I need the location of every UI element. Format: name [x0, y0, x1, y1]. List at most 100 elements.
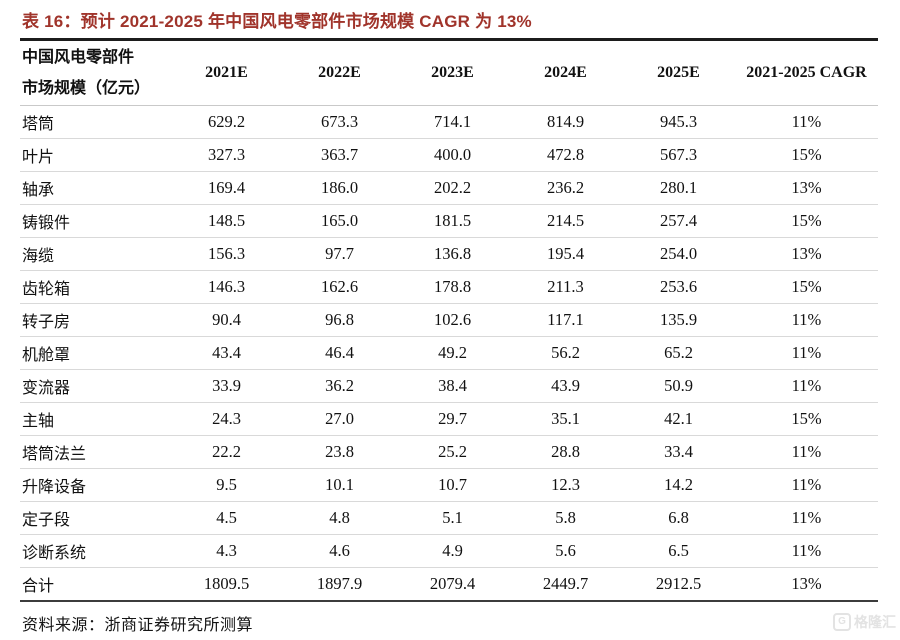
row-label: 变流器: [20, 369, 170, 403]
table-row: 叶片 327.3 363.7 400.0 472.8 567.3 15%: [20, 138, 878, 172]
cell-value: 169.4: [170, 171, 283, 205]
cell-value: 24.3: [170, 402, 283, 436]
column-header: 2022E: [283, 41, 396, 106]
row-label: 轴承: [20, 171, 170, 205]
cell-value: 472.8: [509, 138, 622, 172]
cell-value: 11%: [735, 501, 878, 535]
cell-value: 1897.9: [283, 567, 396, 602]
row-label: 转子房: [20, 303, 170, 337]
cell-value: 4.5: [170, 501, 283, 535]
cell-value: 11%: [735, 435, 878, 469]
cell-value: 257.4: [622, 204, 735, 238]
column-header: 2025E: [622, 41, 735, 106]
column-header: 2021-2025 CAGR: [735, 41, 878, 106]
cell-value: 181.5: [396, 204, 509, 238]
row-label: 海缆: [20, 237, 170, 271]
cell-value: 42.1: [622, 402, 735, 436]
cell-value: 714.1: [396, 105, 509, 139]
cell-value: 90.4: [170, 303, 283, 337]
market-size-table: 中国风电零部件 市场规模（亿元） 2021E 2022E 2023E 2024E 202…: [20, 41, 878, 602]
gelonghui-logo-icon: G: [833, 613, 851, 631]
cell-value: 4.9: [396, 534, 509, 568]
row-label: 机舱罩: [20, 336, 170, 370]
cell-value: 56.2: [509, 336, 622, 370]
cell-value: 23.8: [283, 435, 396, 469]
cell-value: 43.9: [509, 369, 622, 403]
cell-value: 5.1: [396, 501, 509, 535]
table-body: 塔筒 629.2 673.3 714.1 814.9 945.3 11% 叶片 327.3 363…: [20, 105, 878, 602]
cell-value: 36.2: [283, 369, 396, 403]
cell-value: 15%: [735, 270, 878, 304]
table-row: 铸锻件 148.5 165.0 181.5 214.5 257.4 15%: [20, 204, 878, 238]
cell-value: 11%: [735, 534, 878, 568]
cell-value: 38.4: [396, 369, 509, 403]
table-row: 机舱罩 43.4 46.4 49.2 56.2 65.2 11%: [20, 336, 878, 370]
cell-value: 186.0: [283, 171, 396, 205]
table-row: 齿轮箱 146.3 162.6 178.8 211.3 253.6 15%: [20, 270, 878, 304]
cell-value: 43.4: [170, 336, 283, 370]
cell-value: 945.3: [622, 105, 735, 139]
cell-value: 49.2: [396, 336, 509, 370]
cell-value: 97.7: [283, 237, 396, 271]
table-row: 海缆 156.3 97.7 136.8 195.4 254.0 13%: [20, 237, 878, 271]
gelonghui-watermark: G 格隆汇: [833, 612, 896, 632]
cell-value: 673.3: [283, 105, 396, 139]
cell-value: 11%: [735, 303, 878, 337]
column-header: 2024E: [509, 41, 622, 106]
cell-value: 165.0: [283, 204, 396, 238]
table-row: 定子段 4.5 4.8 5.1 5.8 6.8 11%: [20, 501, 878, 535]
cell-value: 11%: [735, 105, 878, 139]
cell-value: 280.1: [622, 171, 735, 205]
cell-value: 327.3: [170, 138, 283, 172]
cell-value: 33.9: [170, 369, 283, 403]
cell-value: 146.3: [170, 270, 283, 304]
cell-value: 46.4: [283, 336, 396, 370]
cell-value: 12.3: [509, 468, 622, 502]
table-row: 塔筒法兰 22.2 23.8 25.2 28.8 33.4 11%: [20, 435, 878, 469]
cell-value: 400.0: [396, 138, 509, 172]
cell-value: 195.4: [509, 237, 622, 271]
row-label: 叶片: [20, 138, 170, 172]
cell-value: 178.8: [396, 270, 509, 304]
cell-value: 102.6: [396, 303, 509, 337]
cell-value: 15%: [735, 138, 878, 172]
cell-value: 13%: [735, 237, 878, 271]
cell-value: 814.9: [509, 105, 622, 139]
cell-value: 253.6: [622, 270, 735, 304]
cell-value: 2079.4: [396, 567, 509, 602]
cell-value: 5.6: [509, 534, 622, 568]
cell-value: 33.4: [622, 435, 735, 469]
table-row: 轴承 169.4 186.0 202.2 236.2 280.1 13%: [20, 171, 878, 205]
cell-value: 363.7: [283, 138, 396, 172]
title-divider-rule: [20, 38, 878, 41]
column-header: 2023E: [396, 41, 509, 106]
cell-value: 50.9: [622, 369, 735, 403]
cell-value: 27.0: [283, 402, 396, 436]
source-note: 资料来源：浙商证券研究所测算: [22, 617, 254, 634]
cell-value: 148.5: [170, 204, 283, 238]
table-row: 诊断系统 4.3 4.6 4.9 5.6 6.5 11%: [20, 534, 878, 568]
row-label: 齿轮箱: [20, 270, 170, 304]
header-label-line1: 中国风电零部件: [22, 48, 135, 66]
cell-value: 136.8: [396, 237, 509, 271]
gelonghui-watermark-text: 格隆汇: [854, 614, 896, 630]
cell-value: 2449.7: [509, 567, 622, 602]
table-row: 塔筒 629.2 673.3 714.1 814.9 945.3 11%: [20, 105, 878, 139]
cell-value: 4.6: [283, 534, 396, 568]
cell-value: 4.8: [283, 501, 396, 535]
cell-value: 214.5: [509, 204, 622, 238]
cell-value: 117.1: [509, 303, 622, 337]
cell-value: 254.0: [622, 237, 735, 271]
cell-value: 4.3: [170, 534, 283, 568]
table-title: 表 16：预计 2021-2025 年中国风电零部件市场规模 CAGR 为 13…: [22, 12, 532, 31]
report-table-section: 表 16：预计 2021-2025 年中国风电零部件市场规模 CAGR 为 13…: [20, 0, 878, 635]
cell-value: 22.2: [170, 435, 283, 469]
cell-value: 29.7: [396, 402, 509, 436]
cell-value: 2912.5: [622, 567, 735, 602]
table-row: 升降设备 9.5 10.1 10.7 12.3 14.2 11%: [20, 468, 878, 502]
cell-value: 13%: [735, 567, 878, 602]
row-label: 诊断系统: [20, 534, 170, 568]
cell-value: 15%: [735, 204, 878, 238]
cell-value: 9.5: [170, 468, 283, 502]
cell-value: 10.7: [396, 468, 509, 502]
